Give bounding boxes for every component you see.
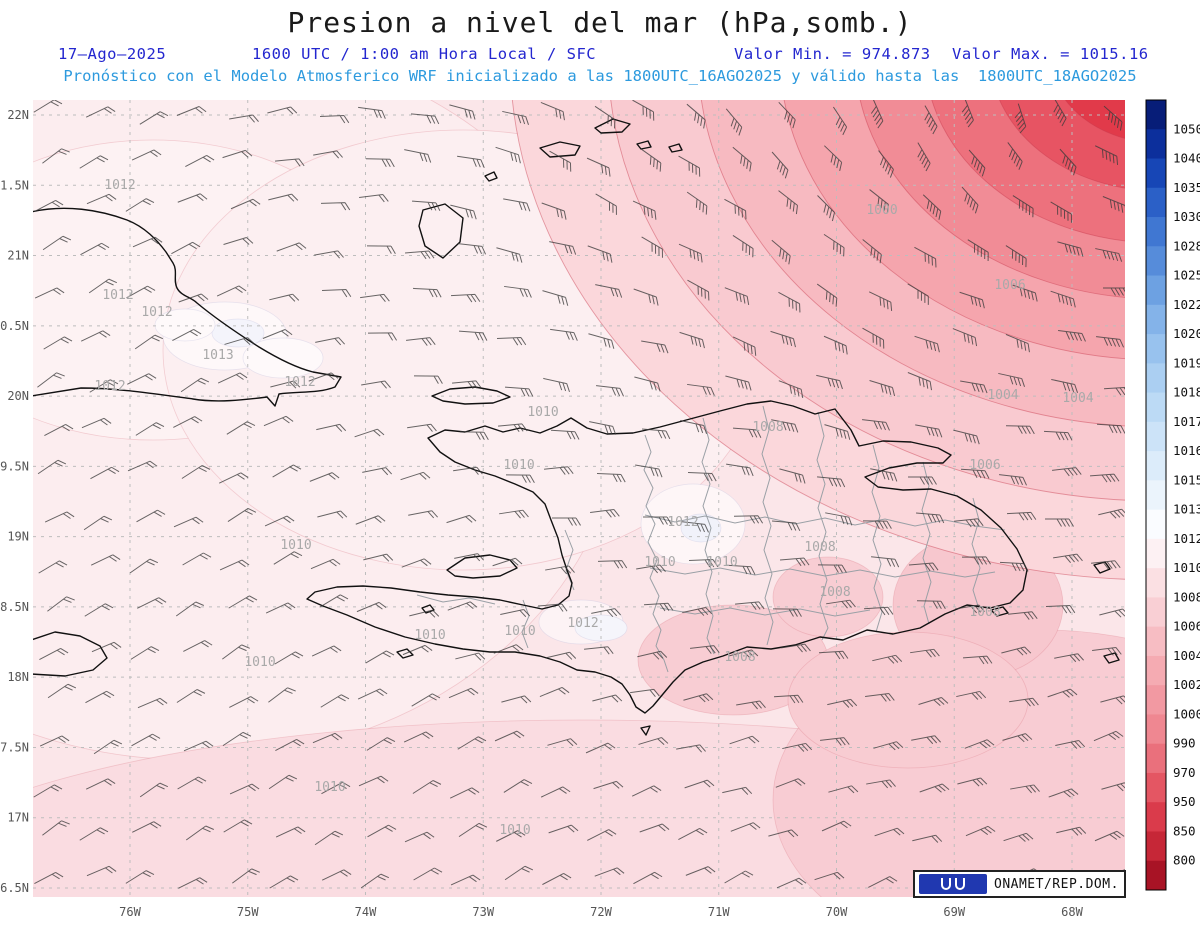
svg-text:22N: 22N: [7, 108, 29, 122]
svg-text:1004: 1004: [1062, 391, 1093, 406]
valid-time: 1600 UTC / 1:00 am Hora Local / SFC: [252, 45, 597, 63]
svg-text:1008: 1008: [819, 585, 850, 600]
credit-box: ONAMET/REP.DOM.: [913, 870, 1126, 898]
svg-text:1030: 1030: [1173, 209, 1200, 224]
svg-text:1022: 1022: [1173, 297, 1200, 312]
svg-text:69W: 69W: [943, 905, 965, 919]
lat-axis: 22N 1.5N 21N 0.5N 20N 9.5N 19N 8.5N 18N 7.5N 17N 6.…: [0, 108, 29, 895]
svg-text:1008: 1008: [1173, 589, 1200, 604]
svg-text:1010: 1010: [414, 628, 445, 643]
svg-text:70W: 70W: [826, 905, 848, 919]
svg-text:1040: 1040: [1173, 151, 1200, 166]
svg-text:1016: 1016: [1173, 443, 1200, 458]
onamet-logo-icon: [919, 874, 987, 894]
svg-text:19N: 19N: [7, 530, 29, 544]
svg-text:1012: 1012: [567, 616, 598, 631]
svg-text:9.5N: 9.5N: [0, 459, 29, 473]
svg-text:1008: 1008: [969, 605, 1000, 620]
svg-text:1006: 1006: [1173, 619, 1200, 634]
svg-text:76W: 76W: [119, 905, 141, 919]
svg-text:950: 950: [1173, 794, 1196, 809]
svg-text:1012: 1012: [104, 178, 135, 193]
svg-text:1010: 1010: [644, 555, 675, 570]
colorbar: 1050 1040 1035 1030 1028 1025 1022 1020 1019 1018…: [1145, 99, 1200, 891]
svg-text:1004: 1004: [1173, 648, 1200, 663]
svg-text:21N: 21N: [7, 249, 29, 263]
svg-text:1028: 1028: [1173, 238, 1200, 253]
value-max: Valor Max. = 1015.16: [952, 45, 1149, 63]
svg-text:73W: 73W: [472, 905, 494, 919]
value-min: Valor Min. = 974.873: [734, 45, 931, 63]
svg-text:1018: 1018: [1173, 385, 1200, 400]
svg-text:8.5N: 8.5N: [0, 600, 29, 614]
svg-text:970: 970: [1173, 765, 1196, 780]
svg-text:1006: 1006: [969, 458, 1000, 473]
svg-text:1000: 1000: [866, 203, 897, 218]
svg-text:800: 800: [1173, 853, 1196, 868]
svg-text:17N: 17N: [7, 811, 29, 825]
svg-text:1017: 1017: [1173, 414, 1200, 429]
svg-text:850: 850: [1173, 823, 1196, 838]
svg-text:6.5N: 6.5N: [0, 881, 29, 895]
coastlines: [33, 118, 1120, 736]
valid-date: 17—Ago—2025: [58, 45, 167, 63]
svg-text:1012: 1012: [284, 375, 315, 390]
svg-text:1010: 1010: [504, 624, 535, 639]
svg-text:1010: 1010: [244, 655, 275, 670]
svg-text:1025: 1025: [1173, 268, 1200, 283]
wind-barbs: [33, 100, 1125, 889]
svg-text:1010: 1010: [503, 458, 534, 473]
svg-text:1012: 1012: [141, 305, 172, 320]
svg-text:75W: 75W: [237, 905, 259, 919]
svg-text:1012: 1012: [1173, 531, 1200, 546]
svg-text:1010: 1010: [527, 405, 558, 420]
svg-text:1035: 1035: [1173, 180, 1200, 195]
svg-text:7.5N: 7.5N: [0, 740, 29, 754]
svg-text:1012: 1012: [102, 288, 133, 303]
svg-text:20N: 20N: [7, 389, 29, 403]
province-borders: [416, 405, 1006, 673]
svg-text:1050: 1050: [1173, 121, 1200, 136]
svg-text:0.5N: 0.5N: [0, 319, 29, 333]
credit-text: ONAMET/REP.DOM.: [994, 876, 1119, 892]
svg-text:1004: 1004: [987, 388, 1018, 403]
svg-text:1006: 1006: [994, 278, 1025, 293]
svg-text:18N: 18N: [7, 670, 29, 684]
svg-text:1010: 1010: [706, 555, 737, 570]
svg-text:1010: 1010: [499, 823, 530, 838]
header-line: 17—Ago—2025 1600 UTC / 1:00 am Hora Loca…: [0, 45, 1200, 65]
svg-text:1012: 1012: [667, 515, 698, 530]
svg-text:1010: 1010: [1173, 560, 1200, 575]
svg-text:1012: 1012: [94, 379, 125, 394]
isobar-labels: 1012 1012 1012 1013 1012 1012 1010 1010 1012 1010…: [94, 178, 1093, 838]
forecast-line: Pronóstico con el Modelo Atmosferico WRF…: [63, 67, 1137, 85]
svg-text:1015: 1015: [1173, 472, 1200, 487]
svg-text:71W: 71W: [708, 905, 730, 919]
svg-text:1002: 1002: [1173, 677, 1200, 692]
svg-text:1008: 1008: [804, 540, 835, 555]
svg-text:1013: 1013: [202, 348, 233, 363]
svg-text:74W: 74W: [355, 905, 377, 919]
svg-text:72W: 72W: [590, 905, 612, 919]
svg-text:1008: 1008: [724, 650, 755, 665]
svg-text:1019: 1019: [1173, 355, 1200, 370]
svg-text:1000: 1000: [1173, 706, 1200, 721]
grid-lines: [33, 100, 1125, 897]
svg-text:1010: 1010: [314, 780, 345, 795]
svg-text:1008: 1008: [752, 420, 783, 435]
svg-text:1.5N: 1.5N: [0, 178, 29, 192]
svg-text:1010: 1010: [280, 538, 311, 553]
lon-axis: 76W 75W 74W 73W 72W 71W 70W 69W 68W: [119, 905, 1083, 919]
svg-text:1020: 1020: [1173, 326, 1200, 341]
page-title: Presion a nivel del mar (hPa,somb.): [287, 6, 913, 39]
svg-text:68W: 68W: [1061, 905, 1083, 919]
svg-text:990: 990: [1173, 736, 1196, 751]
svg-text:1013: 1013: [1173, 502, 1200, 517]
